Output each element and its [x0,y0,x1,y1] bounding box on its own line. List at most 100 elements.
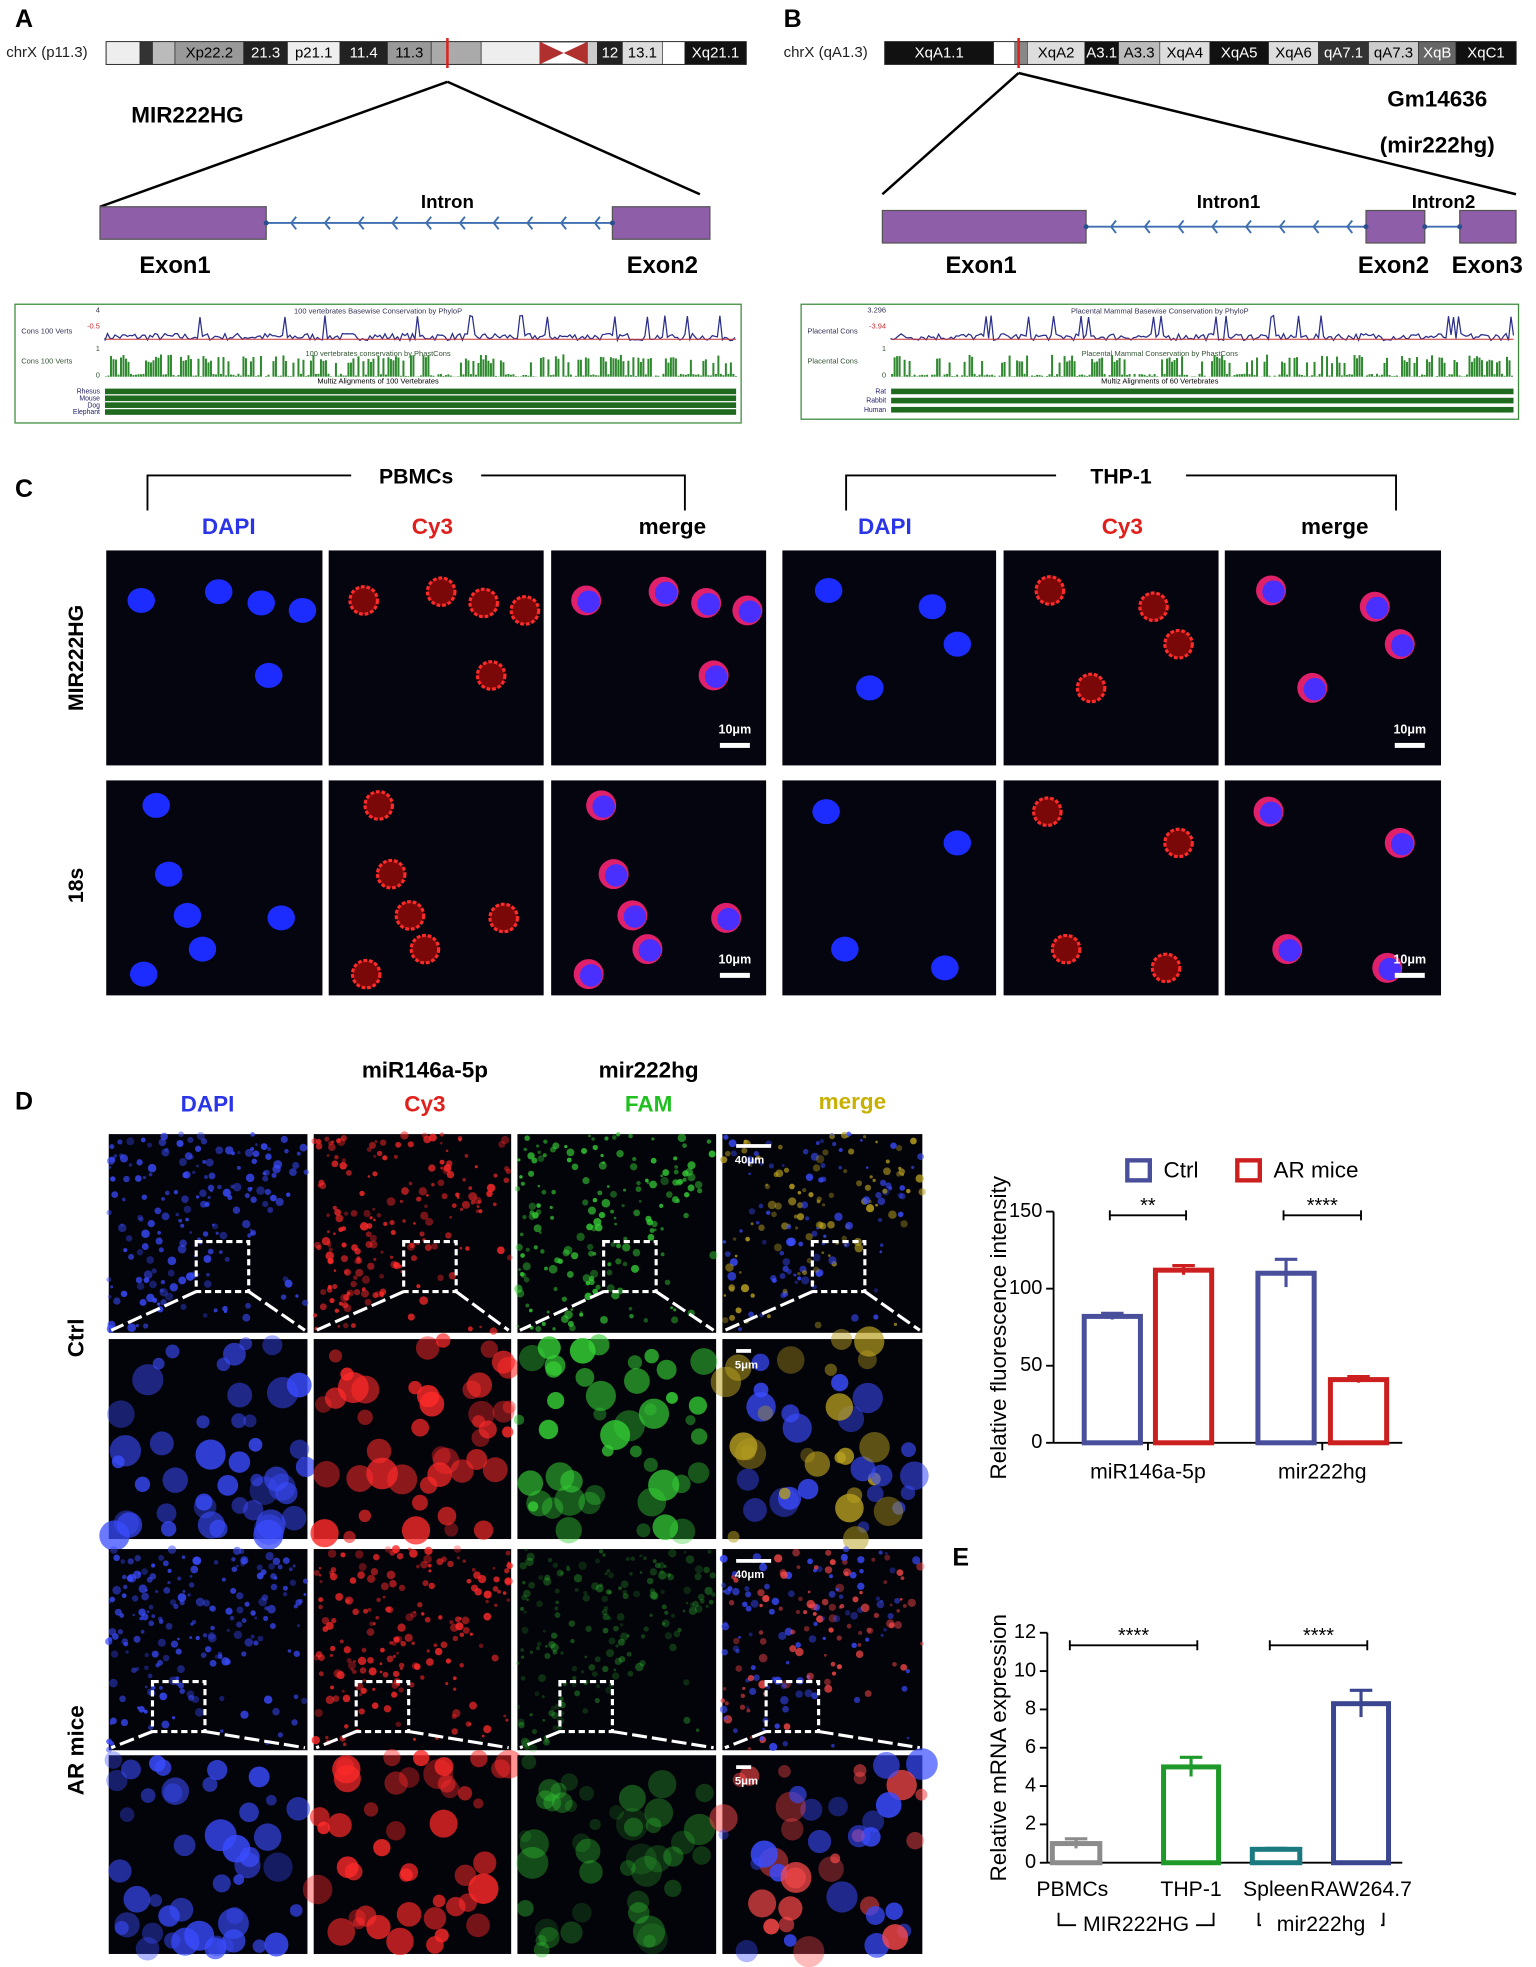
track-label: Placental Cons [807,357,858,366]
tissue-signal [503,1714,507,1718]
legend-swatch [1125,1158,1152,1183]
tissue-signal [316,1244,322,1251]
tissue-signal [560,1773,578,1791]
tissue-signal [516,1661,520,1665]
tissue-signal [624,1368,650,1394]
tissue-signal [431,1446,451,1466]
tissue-signal [177,1593,187,1602]
tissue-signal [413,1663,421,1670]
phastcons-bar [1086,375,1089,377]
phastcons-bar [644,374,647,377]
tissue-signal [280,1135,288,1143]
phastcons-bar [938,358,941,377]
tissue-signal [151,1650,159,1658]
phastcons-bar [154,356,157,377]
tissue-signal [492,1400,515,1423]
tissue-signal [486,1190,493,1198]
tissue-signal [721,1649,728,1656]
tissue-signal [327,1549,337,1558]
tissue-signal [683,1716,691,1724]
tissue-signal [212,1223,219,1230]
tissue-signal [503,1165,510,1172]
tissue-signal [289,1904,303,1917]
tissue-signal [660,1227,664,1231]
tissue-signal [519,1175,523,1179]
tissue-signal [860,1139,863,1142]
tissue-signal [434,1757,454,1776]
phastcons-bar [177,375,180,377]
tissue-signal [320,1288,327,1296]
tissue-signal [332,1755,361,1784]
phastcons-bar [1216,356,1219,377]
tissue-signal [564,1310,573,1320]
tissue-signal [683,1550,687,1554]
tissue-signal [225,1607,233,1615]
phastcons-bar [257,375,260,377]
tissue-signal [285,1192,291,1197]
tissue-signal [790,1629,796,1635]
tissue-signal [161,1720,170,1729]
tissue-signal [319,1182,327,1190]
phastcons-bar [649,358,652,377]
tissue-signal [441,1193,448,1200]
tissue-signal [879,1243,884,1247]
tissue-signal [107,1400,135,1428]
tissue-signal [382,1671,389,1678]
phastcons-bar [1253,375,1256,377]
tissue-signal [613,1410,645,1442]
tissue-signal [407,1547,412,1551]
tissue-signal [635,1186,642,1193]
tissue-signal [226,1628,230,1632]
tissue-signal [237,1150,241,1155]
tissue-signal [194,1145,202,1152]
band-label: XqA5 [1221,45,1258,62]
phastcons-bar [1201,361,1204,377]
centromere [539,41,564,65]
tissue-signal [685,1555,695,1564]
tissue-signal [369,1216,373,1220]
tissue-signal [740,1284,750,1293]
tissue-signal [629,1572,633,1576]
tissue-signal [627,1670,634,1677]
tissue-signal [462,1178,466,1182]
tissue-signal [695,1728,700,1733]
intron-arrow [458,216,466,230]
tissue-signal [575,1368,595,1387]
tissue-signal [119,1695,126,1703]
tissue-signal [248,1766,270,1788]
y-tick-label: 0 [1025,1851,1036,1873]
nucleus [142,792,170,818]
tissue-signal [331,1617,337,1624]
tissue-signal [664,1279,671,1286]
phastcons-bar [447,374,450,377]
tissue-signal [120,1719,129,1727]
tissue-signal [801,1276,810,1285]
tissue-signal [873,1612,880,1619]
phastcons-bar [117,374,120,377]
phastcons-bar [444,375,447,377]
tissue-signal [319,1580,323,1584]
alignment [891,397,1514,404]
tissue-signal [611,1672,620,1680]
tissue-signal [389,1255,394,1259]
tissue-signal [552,1562,559,1568]
tissue-signal [740,1693,746,1699]
tissue-signal [459,1663,464,1668]
tissue-signal [343,1268,351,1276]
tissue-signal [660,1252,665,1257]
phastcons-bar [1318,373,1321,377]
tissue-signal [456,1556,461,1560]
tissue-signal [161,1197,165,1201]
tissue-signal [647,1233,655,1241]
tissue-signal [638,1199,642,1203]
tissue-signal [173,1834,196,1857]
tissue-signal [697,1188,703,1194]
tissue-signal [873,1314,879,1320]
tissue-signal [885,1902,903,1920]
tissue-signal [518,1721,525,1729]
tissue-signal [132,1613,135,1617]
tissue-signal [178,1682,185,1689]
tissue-signal [451,1728,458,1735]
phastcons-bar [317,373,320,377]
phastcons-bar [152,360,155,377]
